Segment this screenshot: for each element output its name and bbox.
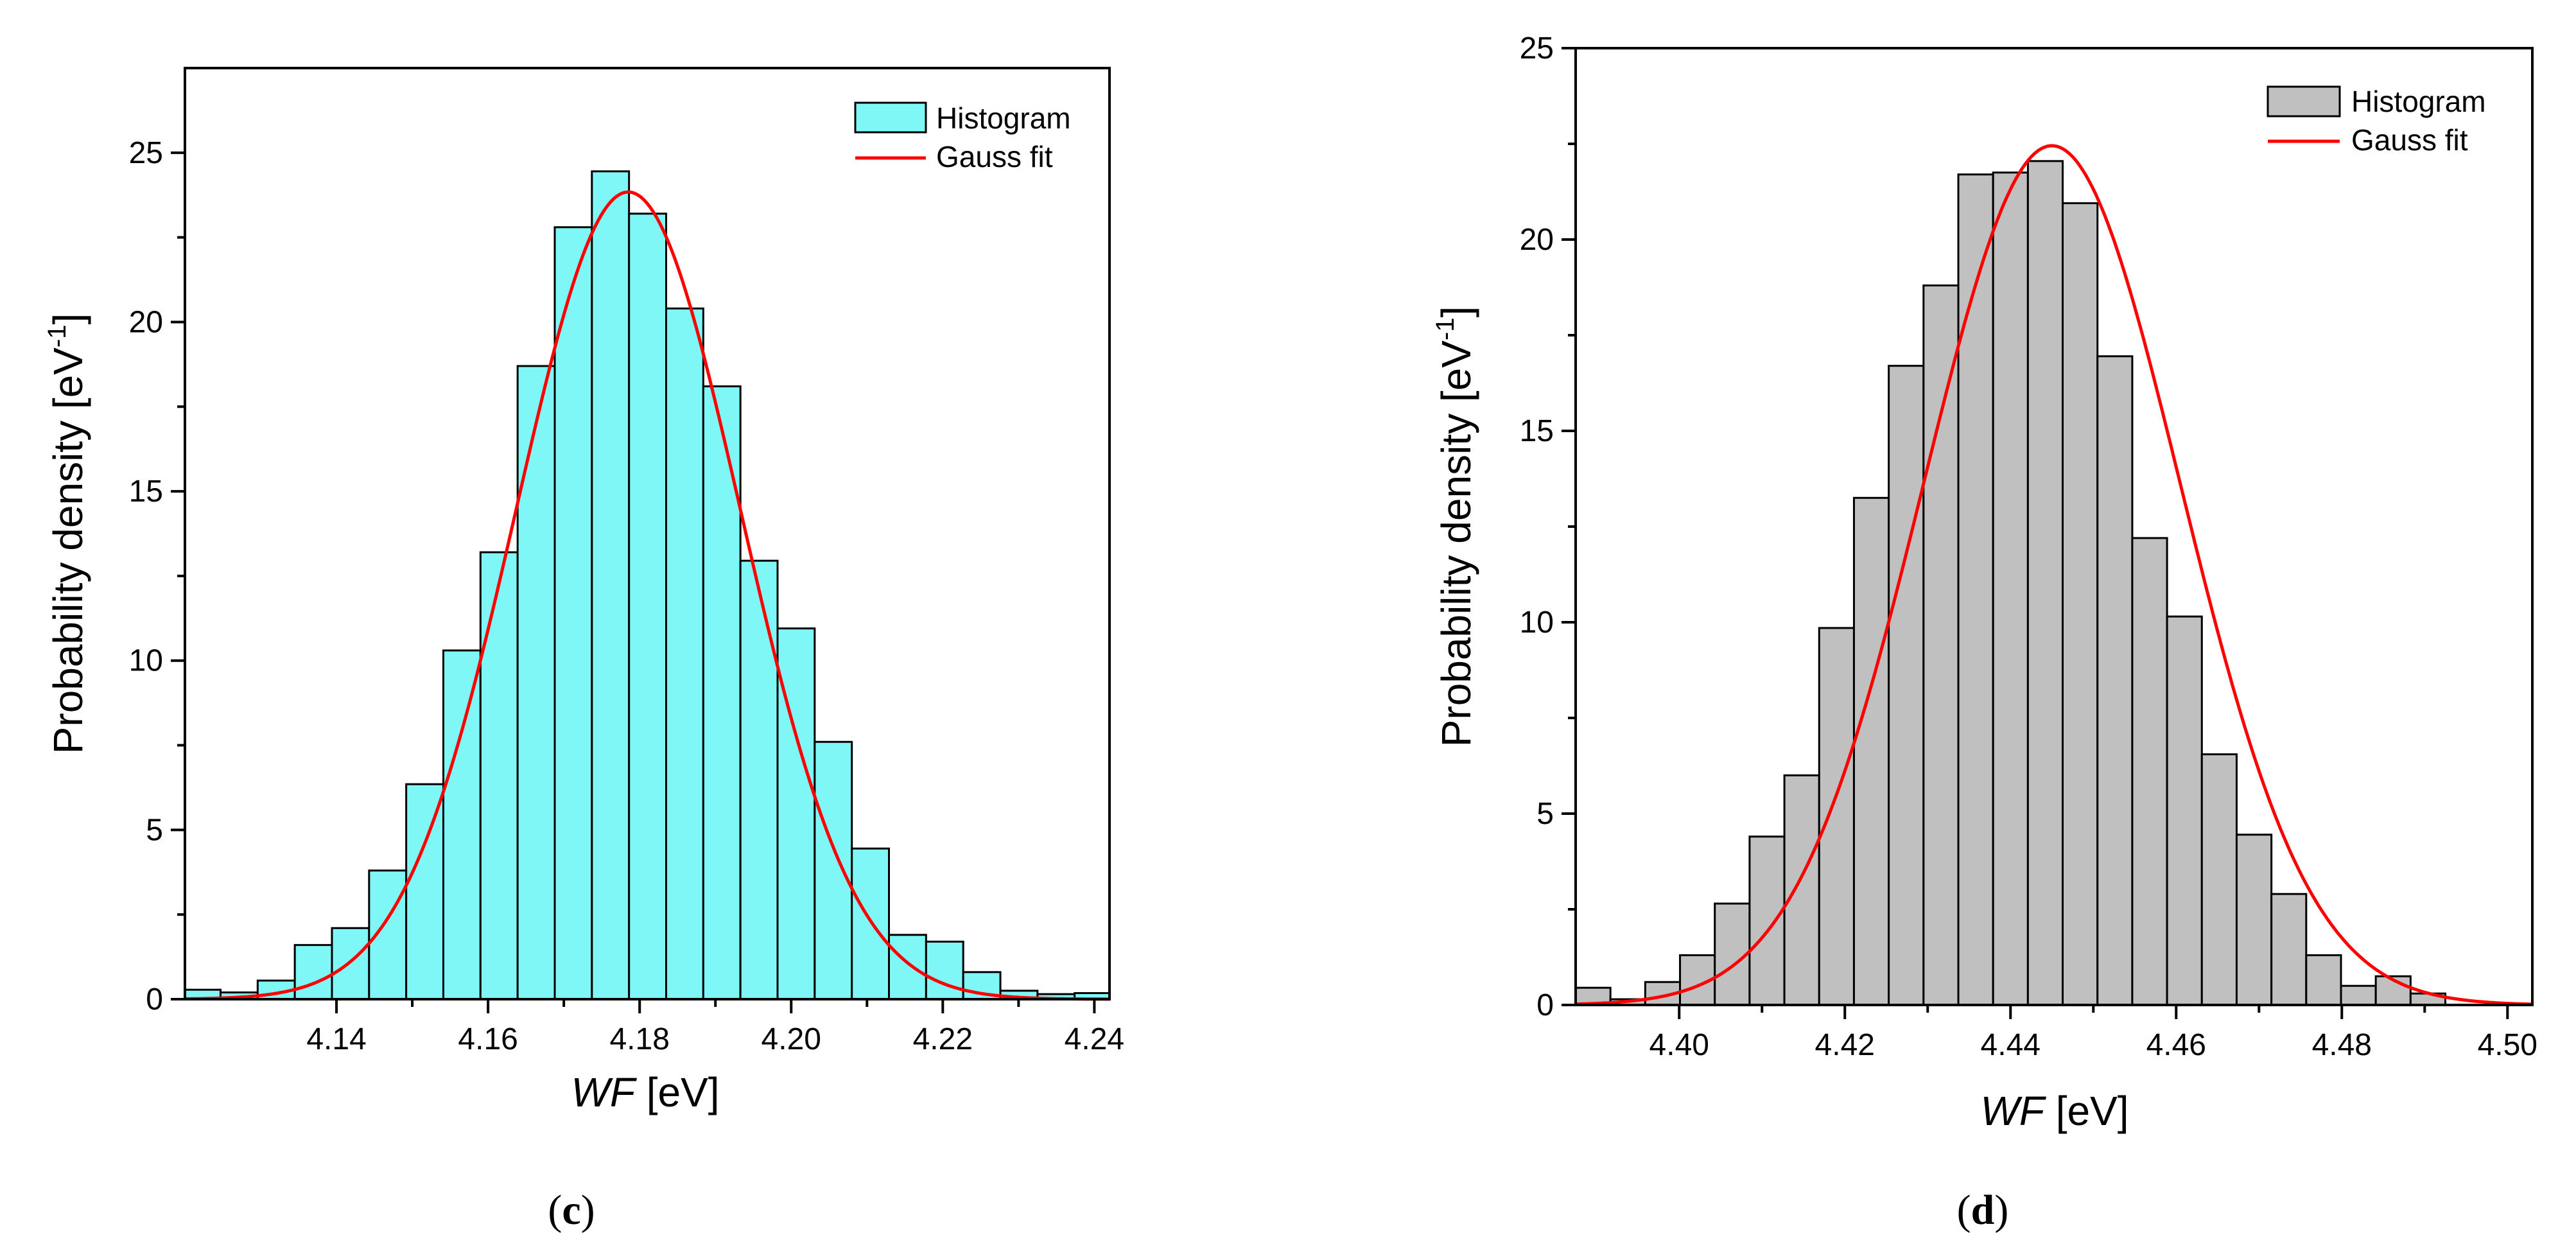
- x-ticks-d: 4.40 4.42 4.44 4.46 4.48 4.50: [1649, 1005, 2537, 1062]
- x-tick-label: 4.46: [2146, 1028, 2206, 1062]
- legend-label-fit-d: Gauss fit: [2351, 123, 2468, 157]
- histogram-bar: [1888, 365, 1925, 1006]
- y-axis-close-d: ]: [1433, 306, 1479, 318]
- gauss-fit-curve-d: [1575, 144, 2533, 1006]
- histogram-bar: [665, 307, 704, 1000]
- legend-label-histogram-c: Histogram: [936, 101, 1071, 135]
- histogram-bar: [739, 559, 779, 1000]
- plot-frame-c: [184, 67, 1111, 1000]
- histogram-bar: [1783, 774, 1820, 1006]
- histogram-bar: [2305, 954, 2342, 1006]
- y-axis-sup-c: -1: [43, 324, 71, 347]
- y-axis-close-c: ]: [45, 313, 91, 325]
- x-tick-label: 4.48: [2312, 1028, 2372, 1062]
- x-axis-var-d: WF: [1980, 1088, 2046, 1134]
- histogram-bar: [516, 365, 556, 1000]
- histogram-bar: [2340, 984, 2377, 1006]
- histogram-bar: [293, 944, 333, 1000]
- x-axis-title-c: WF [eV]: [571, 1069, 719, 1115]
- histogram-bar: [1957, 173, 1994, 1006]
- panel-letter-c: c: [562, 1187, 580, 1234]
- panel-d: 4.40 4.42 4.44 4.46 4.48 4.50 0 5 10 15 20 25 Hist…: [1431, 31, 2537, 1234]
- histogram-bar: [851, 847, 891, 1000]
- y-axis-title-c: Probability density [eV-1]: [43, 313, 91, 755]
- legend-swatch-histogram-c: [854, 101, 927, 134]
- histogram-bars-c: [184, 170, 1111, 1000]
- y-axis-title-d: Probability density [eV-1]: [1431, 306, 1479, 747]
- y-axis-text-c: Probability density [eV: [45, 347, 91, 755]
- histogram-bar: [2062, 202, 2099, 1006]
- histogram-bar: [1922, 284, 1960, 1006]
- x-tick-label: 4.24: [1065, 1022, 1124, 1056]
- x-tick-label: 4.16: [458, 1022, 518, 1056]
- histogram-bar: [2235, 834, 2273, 1006]
- gauss-fit-curve-c: [184, 190, 1110, 1001]
- x-tick-label: 4.20: [761, 1022, 821, 1056]
- panel-label-d: (d): [1957, 1187, 2009, 1234]
- histogram-bar: [2096, 355, 2134, 1006]
- histogram-bar: [405, 783, 444, 1000]
- x-tick-label: 4.44: [1981, 1028, 2041, 1062]
- y-tick-label: 5: [1536, 797, 1554, 831]
- legend-label-histogram-d: Histogram: [2351, 85, 2486, 118]
- y-tick-label: 15: [1520, 414, 1554, 448]
- y-tick-label: 15: [129, 475, 163, 509]
- y-axis-text-d: Probability density [eV: [1433, 340, 1479, 747]
- y-tick-label: 20: [1520, 223, 1554, 257]
- x-axis-var-c: WF: [571, 1069, 637, 1115]
- histogram-bar: [479, 551, 519, 1000]
- histogram-bar: [553, 226, 593, 1000]
- histogram-bar: [888, 934, 927, 1000]
- y-tick-label: 5: [146, 813, 163, 847]
- x-axis-unit-d: [eV]: [2044, 1088, 2129, 1134]
- histogram-bar: [1818, 627, 1855, 1006]
- y-tick-label: 10: [129, 644, 163, 678]
- x-axis-title-d: WF [eV]: [1980, 1088, 2128, 1134]
- y-axis-sup-d: -1: [1431, 317, 1459, 340]
- x-tick-label: 4.22: [913, 1022, 973, 1056]
- histogram-bar: [814, 740, 853, 1000]
- x-axis-unit-c: [eV]: [635, 1069, 720, 1115]
- histogram-bar: [442, 649, 482, 1000]
- histogram-bar: [2026, 160, 2064, 1006]
- x-tick-label: 4.50: [2478, 1028, 2537, 1062]
- x-ticks-c: 4.14 4.16 4.18 4.20 4.22 4.24: [306, 999, 1124, 1056]
- histogram-bar: [1748, 835, 1786, 1006]
- histogram-bar: [331, 927, 370, 1000]
- histogram-bar: [2200, 753, 2238, 1006]
- x-tick-label: 4.40: [1649, 1028, 1709, 1062]
- x-tick-label: 4.14: [306, 1022, 366, 1056]
- y-tick-label: 0: [1536, 988, 1554, 1022]
- panel-letter-d: d: [1971, 1187, 1995, 1234]
- y-tick-label: 0: [146, 983, 163, 1017]
- histogram-bar: [2166, 615, 2203, 1006]
- y-tick-label: 10: [1520, 606, 1554, 640]
- panel-label-c: (c): [548, 1187, 595, 1234]
- x-tick-label: 4.42: [1815, 1028, 1875, 1062]
- histogram-bar: [628, 213, 668, 1000]
- x-tick-label: 4.18: [609, 1022, 669, 1056]
- panel-c: 4.14 4.16 4.18 4.20 4.22 4.24 0 5 10 15 20 25 Hist…: [43, 67, 1124, 1234]
- histogram-bar: [591, 170, 631, 1000]
- y-ticks-d: 0 5 10 15 20 25: [1520, 31, 1576, 1022]
- histogram-bar: [1852, 496, 1890, 1006]
- histogram-bar: [2270, 893, 2308, 1006]
- y-ticks-c: 0 5 10 15 20 25: [129, 136, 185, 1017]
- legend-swatch-histogram-d: [2267, 85, 2341, 118]
- histogram-bars-d: [1574, 160, 2447, 1006]
- histogram-bar: [925, 940, 964, 1000]
- y-tick-label: 20: [129, 305, 163, 339]
- y-tick-label: 25: [129, 136, 163, 170]
- legend-label-fit-c: Gauss fit: [936, 140, 1053, 173]
- histogram-bar: [1992, 171, 2029, 1006]
- histogram-bar: [2131, 537, 2168, 1006]
- y-tick-label: 25: [1520, 31, 1554, 66]
